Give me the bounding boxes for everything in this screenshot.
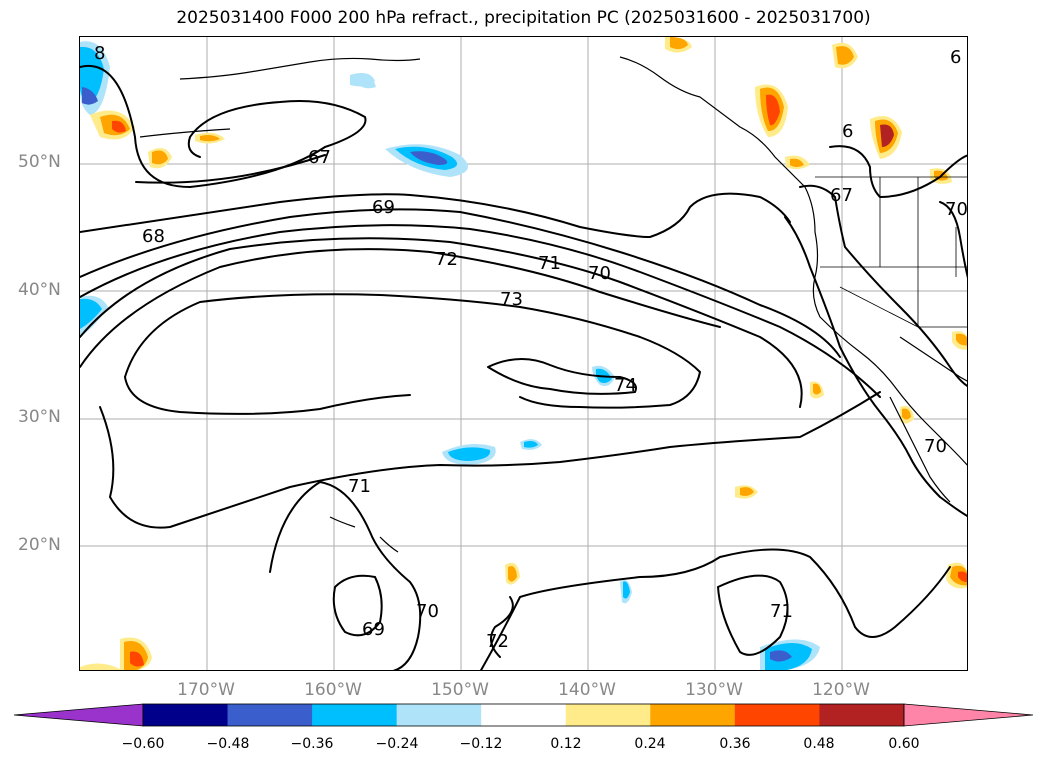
precip-blob-pos — [90, 110, 135, 140]
contour-label: 72 — [486, 631, 509, 652]
contour-label: 70 — [588, 263, 611, 284]
colorbar-tick: 0.48 — [803, 736, 835, 752]
contour-label: 69 — [362, 619, 385, 640]
precip-blob-pos — [80, 637, 152, 670]
precip-blob-neg — [385, 144, 468, 177]
colorbar-tick: 0.60 — [888, 736, 920, 752]
contour-label: 68 — [142, 226, 165, 247]
contour-label: 8 — [94, 43, 105, 64]
colorbar-tick: 0.12 — [550, 736, 582, 752]
contour-label: 71 — [770, 601, 793, 622]
contour-label: 6 — [950, 47, 961, 68]
precip-blob-neg — [620, 579, 632, 604]
contour-label: 72 — [435, 249, 458, 270]
colorbar-segment — [396, 704, 482, 726]
precip-blob-pos — [810, 381, 824, 399]
map-canvas: 67 68 69 72 71 70 73 74 71 70 69 72 71 6… — [80, 37, 968, 670]
lat-label-50n: 50°N — [18, 152, 61, 172]
colorbar-tick: −0.12 — [459, 736, 503, 752]
colorbar-segment — [312, 704, 398, 726]
political-borders — [815, 176, 967, 328]
colorbar-segment — [819, 704, 905, 726]
colorbar-segment — [650, 704, 736, 726]
colorbar-tick: 0.36 — [719, 736, 751, 752]
coastlines — [139, 56, 967, 553]
contour-label: 74 — [614, 375, 637, 396]
lon-label-150w: 150°W — [431, 680, 489, 700]
colorbar-segment — [481, 704, 567, 726]
precip-blob-neg — [760, 639, 820, 670]
colorbar-tick: −0.24 — [375, 736, 419, 752]
contour-label: 6 — [842, 121, 853, 142]
contour-label: 69 — [372, 197, 395, 218]
colorbar-segment — [734, 704, 820, 726]
precip-blob-pos — [735, 485, 758, 499]
precip-blob-pos — [946, 562, 967, 589]
colorbar-tick: −0.48 — [206, 736, 250, 752]
colorbar-segment — [143, 704, 229, 726]
precip-blob-pos — [505, 562, 520, 585]
colorbar-tick: −0.60 — [121, 736, 165, 752]
precip-blob-pos — [870, 115, 902, 159]
precip-blob-pos — [755, 84, 788, 137]
map-title: 2025031400 F000 200 hPa refract., precip… — [176, 8, 871, 28]
colorbar-segment — [227, 704, 313, 726]
colorbar-extend-low — [13, 703, 144, 727]
contour-label: 70 — [924, 436, 947, 457]
contour-label: 67 — [830, 185, 853, 206]
precip-blob-pos — [952, 331, 967, 350]
precip-blob-pos — [900, 405, 914, 424]
graticule — [80, 37, 967, 670]
precip-blob-neg — [80, 295, 108, 337]
contour-label-group: 67 68 69 72 71 70 73 74 71 70 69 72 71 6… — [94, 43, 968, 652]
lat-label-30n: 30°N — [18, 407, 61, 427]
precip-shading — [80, 37, 967, 670]
precip-blob-neg — [442, 443, 496, 465]
contour-label: 73 — [500, 289, 523, 310]
refractivity-contours — [80, 64, 967, 670]
colorbar — [13, 703, 1034, 727]
contour-label: 70 — [945, 199, 968, 220]
precip-blob-neg — [352, 73, 376, 89]
precip-blob-pos — [195, 132, 225, 144]
precip-blob-pos — [148, 148, 172, 169]
lon-label-160w: 160°W — [304, 680, 362, 700]
lon-label-170w: 170°W — [177, 680, 235, 700]
colorbar-segment — [565, 704, 651, 726]
colorbar-tick: 0.24 — [634, 736, 666, 752]
contour-label: 71 — [538, 253, 561, 274]
contour-label: 71 — [348, 476, 371, 497]
lon-label-140w: 140°W — [558, 680, 616, 700]
precip-blob-pos — [785, 155, 810, 170]
lat-label-20n: 20°N — [18, 535, 61, 555]
colorbar-outline — [142, 703, 905, 727]
lon-label-120w: 120°W — [812, 680, 870, 700]
colorbar-extend-high — [903, 703, 1034, 727]
contour-label: 70 — [416, 601, 439, 622]
colorbar-tick: −0.36 — [290, 736, 334, 752]
map-panel: 67 68 69 72 71 70 73 74 71 70 69 72 71 6… — [79, 36, 968, 671]
precip-blob-pos — [665, 37, 692, 53]
precip-blob-neg — [80, 41, 110, 115]
lat-label-40n: 40°N — [18, 280, 61, 300]
precip-blob-pos — [832, 42, 858, 69]
contour-label: 67 — [308, 147, 331, 168]
lon-label-130w: 130°W — [685, 680, 743, 700]
precip-blob-neg — [520, 439, 542, 450]
